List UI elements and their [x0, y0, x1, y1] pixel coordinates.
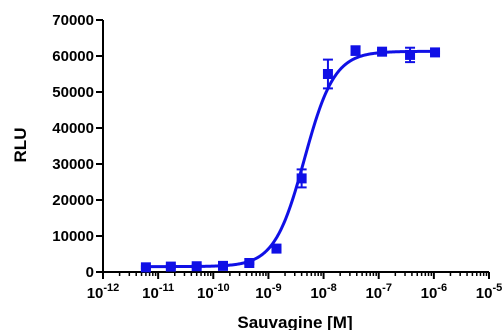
data-point	[217, 260, 228, 271]
y-tick-label: 40000	[52, 120, 94, 137]
x-tick-label: 10-6	[421, 282, 447, 302]
x-tick-label: 10-12	[87, 282, 120, 302]
data-point	[377, 46, 388, 57]
y-tick-label: 30000	[52, 156, 94, 173]
x-tick-label: 10-8	[310, 282, 336, 302]
y-tick-label: 60000	[52, 48, 94, 65]
x-axis: 10-12 10-11 10-10 10-9 10-8 10-7 10-6 10-5	[87, 271, 502, 302]
x-tick-label: 10-10	[197, 282, 230, 302]
data-point	[405, 49, 416, 60]
x-tick-label: 10-9	[255, 282, 281, 302]
y-tick-label: 10000	[52, 228, 94, 245]
y-tick-label: 50000	[52, 84, 94, 101]
data-point	[271, 243, 282, 254]
x-tick-label: 10-7	[365, 282, 391, 302]
y-tick-label: 0	[86, 264, 94, 281]
fit-curve	[145, 49, 436, 269]
data-point	[165, 261, 176, 272]
data-point	[350, 45, 361, 56]
y-tick-label: 20000	[52, 192, 94, 209]
x-tick-label: 10-5	[476, 282, 502, 302]
x-tick-label: 10-11	[142, 282, 174, 302]
data-point	[296, 173, 307, 184]
data-point	[430, 47, 441, 58]
data-point	[244, 258, 255, 268]
y-axis: 0 10000 20000 30000 40000 50000 60000 70000	[52, 12, 104, 281]
y-axis-title: RLU	[11, 128, 30, 163]
y-tick-label: 70000	[52, 12, 94, 29]
data-point	[191, 261, 202, 272]
x-axis-title: Sauvagine [M]	[237, 313, 352, 330]
data-point	[140, 262, 151, 273]
data-points	[140, 45, 441, 273]
data-point	[322, 69, 333, 79]
